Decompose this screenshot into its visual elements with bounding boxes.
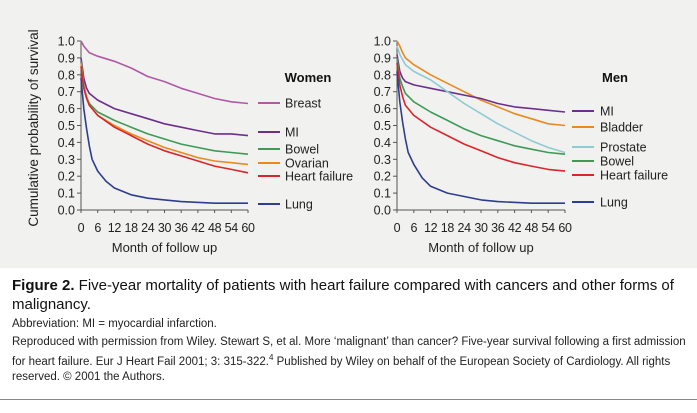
panel-women-y-tick-label: 0.0 xyxy=(58,204,75,218)
panel-men-x-tick-label: 24 xyxy=(458,221,472,235)
panel-women-y-tick-label: 0.2 xyxy=(58,170,75,184)
panel-women-x-tick-label: 48 xyxy=(208,221,222,235)
caption-title-text: Five-year mortality of patients with hea… xyxy=(12,277,674,313)
panel-men-title: Men xyxy=(602,70,628,85)
panel-women-y-tick-label: 0.5 xyxy=(58,119,75,133)
panel-women-legend-label-mi: MI xyxy=(285,126,299,140)
panel-women-x-tick-label: 12 xyxy=(108,221,122,235)
panel-men-legend-label-prostate: Prostate xyxy=(600,141,647,155)
panel-men-x-tick-label: 48 xyxy=(525,221,539,235)
panel-men-y-tick-label: 0.0 xyxy=(374,204,391,218)
panel-men-y-tick-label: 0.3 xyxy=(374,153,391,167)
caption-credit: Reproduced with permission from Wiley. S… xyxy=(12,335,687,385)
panel-women-x-tick-label: 30 xyxy=(158,221,172,235)
panel-women-series-mi xyxy=(80,57,249,137)
panel-men-y-tick-label: 0.4 xyxy=(374,136,391,150)
caption-credit-tail: Published by Wiley on behalf of the Euro… xyxy=(12,355,671,383)
panel-men-legend-label-heart-failure: Heart failure xyxy=(600,169,668,183)
panel-women-y-tick-label: 0.8 xyxy=(58,68,75,82)
panel-men-x-tick-label: 18 xyxy=(441,221,455,235)
caption-figure-label: Figure 2. xyxy=(12,277,75,294)
panel-women-x-tick-label: 0 xyxy=(78,221,85,235)
panel-women-legend-label-breast: Breast xyxy=(285,97,322,111)
panel-women-series-heart-failure xyxy=(80,66,249,174)
panel-men-x-tick-label: 0 xyxy=(394,221,401,235)
panel-men-x-tick-label: 12 xyxy=(424,221,438,235)
panel-men-series-prostate xyxy=(396,45,566,154)
panel-women-series-bowel xyxy=(80,61,249,155)
panel-men-x-tick-label: 30 xyxy=(474,221,488,235)
panel-men-legend-label-bladder: Bladder xyxy=(600,121,643,135)
survival-chart: Cumulative probability of survival 0.0 0.1… xyxy=(26,29,668,255)
panel-women-y-tick-label: 0.6 xyxy=(58,102,75,116)
panel-men-x-tick-label: 6 xyxy=(410,221,417,235)
panel-women-x-tick-label: 18 xyxy=(124,221,138,235)
panel-women-x-tick-label: 60 xyxy=(241,221,255,235)
panel-men-x-tick-label: 36 xyxy=(491,221,505,235)
panel-men-y-tick-label: 0.9 xyxy=(374,51,391,65)
panel-men-x-tick-label: 60 xyxy=(558,221,572,235)
panel-women-y-tick-label: 0.4 xyxy=(58,136,75,150)
figure-panel: Cumulative probability of survival 0.0 0.1… xyxy=(0,0,697,268)
panel-men-y-tick-label: 0.2 xyxy=(374,170,391,184)
panel-women-legend-label-lung: Lung xyxy=(285,198,313,212)
panel-men-legend-label-lung: Lung xyxy=(600,196,628,210)
panel-women-y-tick-label: 0.7 xyxy=(58,85,75,99)
panel-women-y-tick-label: 0.1 xyxy=(58,187,75,201)
panel-men-x-tick-label: 42 xyxy=(508,221,522,235)
panel-men-y-tick-label: 0.7 xyxy=(374,85,391,99)
panel-men-series-bladder xyxy=(396,40,566,127)
panel-men-y-tick-label: 0.1 xyxy=(374,187,391,201)
panel-men-legend-label-bowel: Bowel xyxy=(600,155,634,169)
panel-women-x-tick-label: 6 xyxy=(94,221,101,235)
panel-women-series-breast xyxy=(80,40,249,105)
panel-men-y-tick-label: 0.6 xyxy=(374,102,391,116)
panel-men-x-axis-title: Month of follow up xyxy=(428,240,534,255)
panel-men-legend-label-mi: MI xyxy=(600,105,614,119)
y-axis-title: Cumulative probability of survival xyxy=(26,29,41,226)
panel-men-y-tick-label: 1.0 xyxy=(374,35,391,49)
panel-women-x-tick-label: 24 xyxy=(141,221,155,235)
panel-women-legend-label-ovarian: Ovarian xyxy=(285,157,329,171)
panel-men-series-heart-failure xyxy=(396,62,566,172)
panel-women-series-lung xyxy=(80,78,248,204)
panel-men-series-lung xyxy=(396,71,565,204)
caption-credit-ref: 4 xyxy=(268,353,274,362)
panel-women-y-tick-label: 0.3 xyxy=(58,153,75,167)
caption-title: Figure 2. Five-year mortality of patient… xyxy=(12,276,687,314)
panel-men-x-tick-label: 54 xyxy=(542,221,556,235)
figure-caption: Figure 2. Five-year mortality of patient… xyxy=(12,276,687,385)
panel-women-x-tick-label: 36 xyxy=(175,221,189,235)
bottom-rule xyxy=(0,399,697,400)
panel-women-x-axis-title: Month of follow up xyxy=(112,240,218,255)
panel-men-y-tick-label: 0.8 xyxy=(374,68,391,82)
panel-men-y-tick-label: 0.5 xyxy=(374,119,391,133)
panel-women-legend-label-bowel: Bowel xyxy=(285,143,319,157)
panel-women-legend-label-heart-failure: Heart failure xyxy=(285,170,353,184)
panel-men-series-bowel xyxy=(396,57,566,155)
caption-credit-text: Reproduced with permission from Wiley. S… xyxy=(12,336,686,368)
panel-women-x-tick-label: 54 xyxy=(225,221,239,235)
panel-women-x-tick-label: 42 xyxy=(191,221,205,235)
panel-women-series-ovarian xyxy=(80,62,249,166)
panel-women-y-tick-label: 1.0 xyxy=(58,35,75,49)
panel-women-title: Women xyxy=(285,70,332,85)
caption-abbreviation: Abbreviation: MI = myocardial infarction… xyxy=(12,318,217,330)
panel-men-series-mi xyxy=(396,54,566,113)
panel-women-y-tick-label: 0.9 xyxy=(58,51,75,65)
